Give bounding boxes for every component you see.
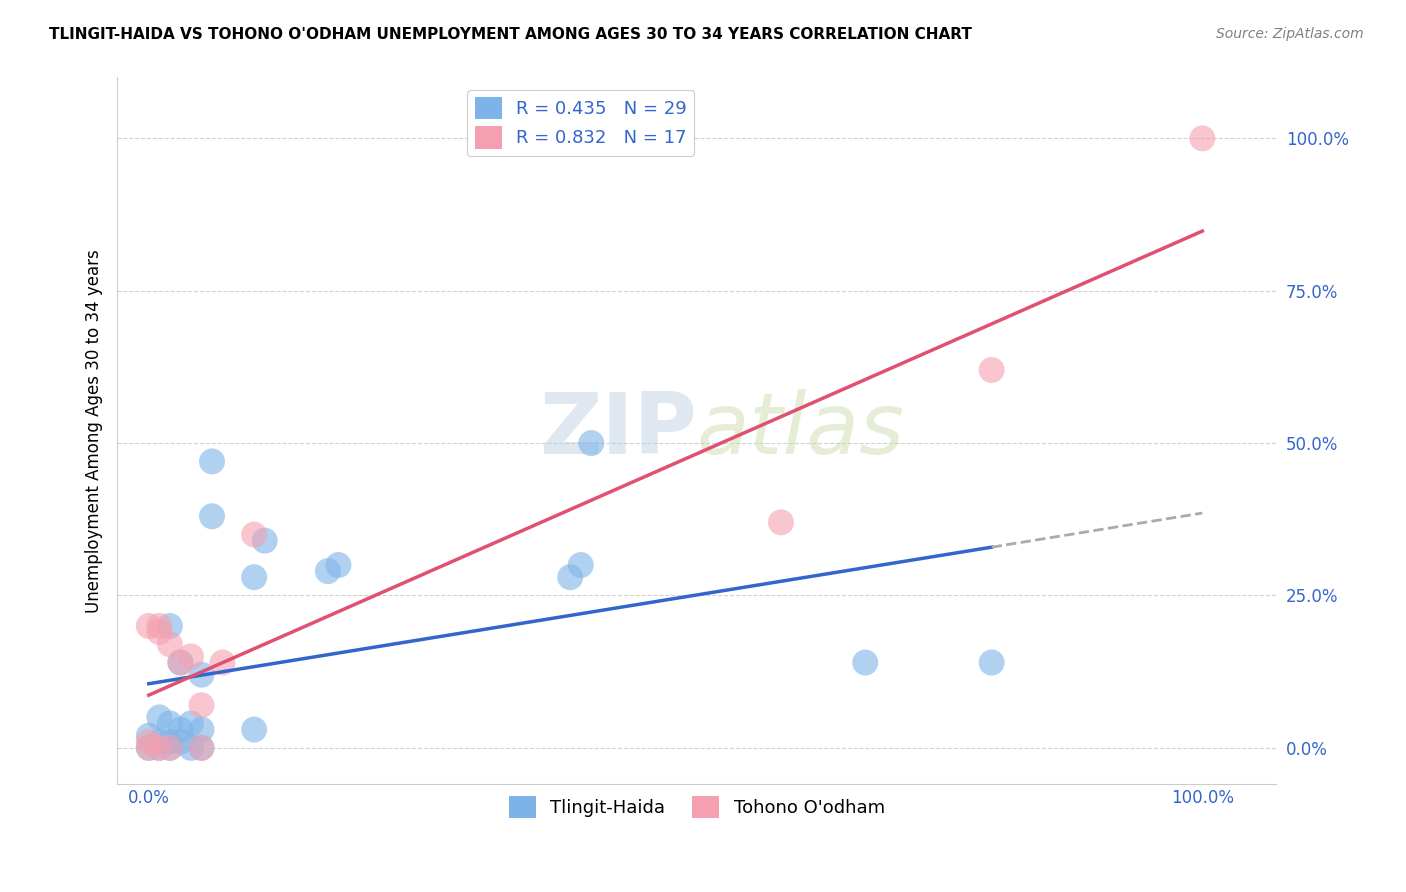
Point xyxy=(980,656,1002,670)
Point xyxy=(769,516,792,530)
Point xyxy=(138,740,160,755)
Point xyxy=(560,570,582,584)
Point xyxy=(148,710,170,724)
Point xyxy=(159,637,181,651)
Point xyxy=(159,740,181,755)
Point xyxy=(138,619,160,633)
Point xyxy=(148,740,170,755)
Text: ZIP: ZIP xyxy=(538,390,696,473)
Point xyxy=(581,436,603,450)
Point xyxy=(180,716,202,731)
Point xyxy=(159,735,181,749)
Point xyxy=(148,619,170,633)
Point xyxy=(169,723,191,737)
Point xyxy=(253,533,276,548)
Point xyxy=(190,723,212,737)
Point xyxy=(211,656,233,670)
Point xyxy=(243,723,266,737)
Point xyxy=(169,656,191,670)
Point xyxy=(148,740,170,755)
Point xyxy=(159,740,181,755)
Point xyxy=(853,656,876,670)
Point xyxy=(190,698,212,713)
Point xyxy=(243,527,266,541)
Point xyxy=(190,740,212,755)
Point xyxy=(169,735,191,749)
Point xyxy=(316,564,339,578)
Point xyxy=(201,454,224,468)
Point xyxy=(138,740,160,755)
Text: TLINGIT-HAIDA VS TOHONO O'ODHAM UNEMPLOYMENT AMONG AGES 30 TO 34 YEARS CORRELATI: TLINGIT-HAIDA VS TOHONO O'ODHAM UNEMPLOY… xyxy=(49,27,972,42)
Y-axis label: Unemployment Among Ages 30 to 34 years: Unemployment Among Ages 30 to 34 years xyxy=(86,249,103,613)
Point xyxy=(328,558,350,572)
Point xyxy=(159,619,181,633)
Point xyxy=(569,558,592,572)
Point xyxy=(138,735,160,749)
Point xyxy=(180,649,202,664)
Point xyxy=(980,363,1002,377)
Point xyxy=(169,656,191,670)
Point xyxy=(180,740,202,755)
Point xyxy=(1191,131,1213,145)
Point xyxy=(201,509,224,524)
Point xyxy=(148,625,170,640)
Point xyxy=(190,740,212,755)
Text: Source: ZipAtlas.com: Source: ZipAtlas.com xyxy=(1216,27,1364,41)
Point xyxy=(243,570,266,584)
Point xyxy=(148,735,170,749)
Point xyxy=(190,667,212,681)
Text: atlas: atlas xyxy=(696,390,904,473)
Legend: Tlingit-Haida, Tohono O'odham: Tlingit-Haida, Tohono O'odham xyxy=(502,789,891,825)
Point xyxy=(138,729,160,743)
Point xyxy=(159,716,181,731)
